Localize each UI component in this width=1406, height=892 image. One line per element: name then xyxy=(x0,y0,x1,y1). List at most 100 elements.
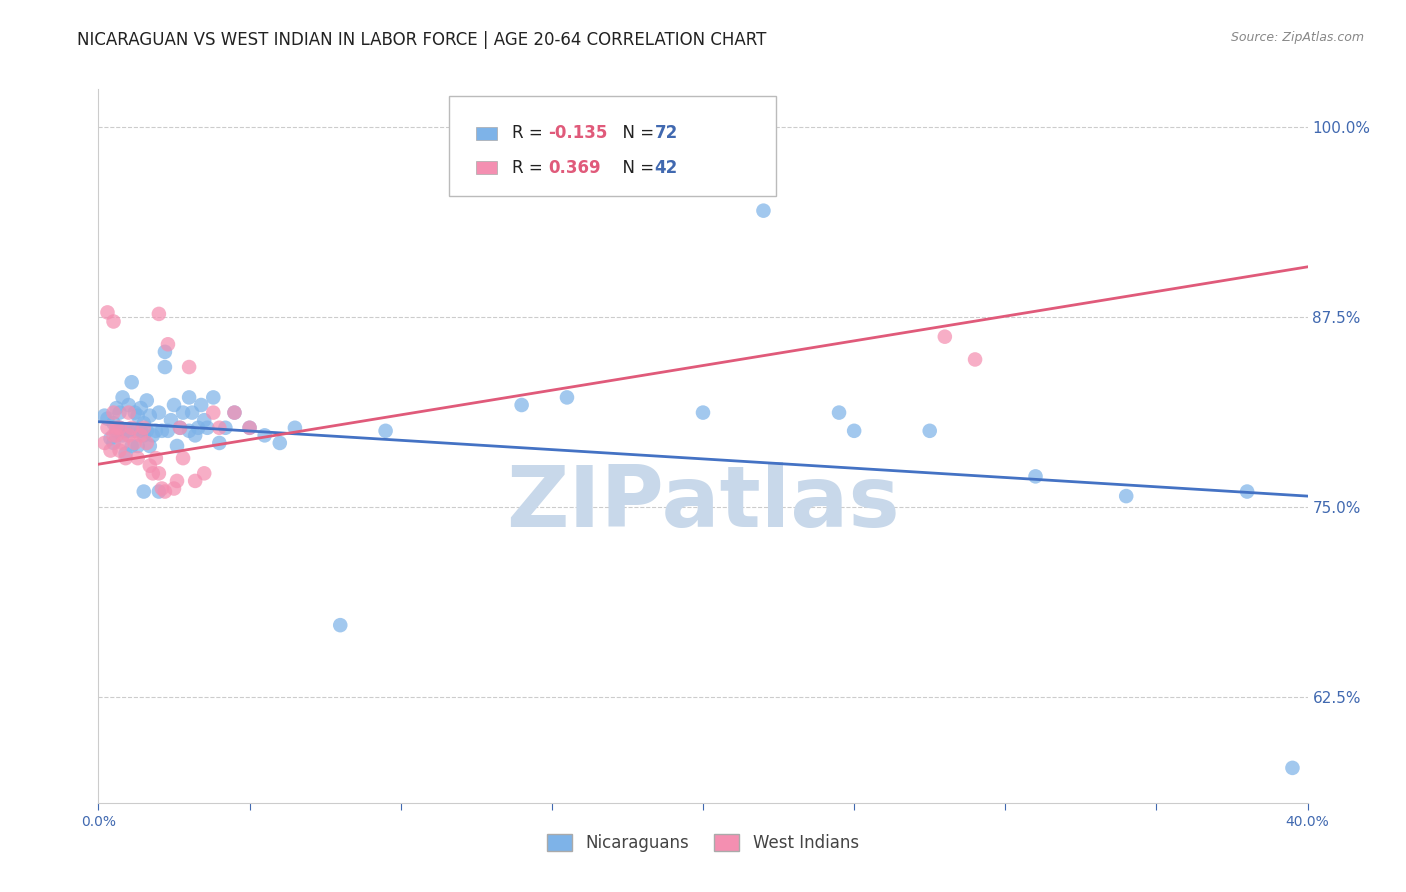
Point xyxy=(284,421,307,435)
Point xyxy=(692,406,714,420)
Point xyxy=(132,416,155,430)
Point xyxy=(172,406,194,420)
Text: NICARAGUAN VS WEST INDIAN IN LABOR FORCE | AGE 20-64 CORRELATION CHART: NICARAGUAN VS WEST INDIAN IN LABOR FORCE… xyxy=(77,31,766,49)
Point xyxy=(124,424,146,438)
Point xyxy=(114,451,136,466)
Point xyxy=(103,436,125,450)
Point xyxy=(208,436,231,450)
Point xyxy=(127,451,149,466)
Point xyxy=(253,428,276,442)
Point xyxy=(184,474,207,488)
Text: -0.135: -0.135 xyxy=(548,125,607,143)
Point xyxy=(135,436,157,450)
Point xyxy=(844,424,866,438)
Point xyxy=(160,413,183,427)
Point xyxy=(142,428,165,442)
Text: Source: ZipAtlas.com: Source: ZipAtlas.com xyxy=(1230,31,1364,45)
Point xyxy=(121,439,143,453)
Point xyxy=(166,474,188,488)
Point xyxy=(239,421,262,435)
Point xyxy=(934,329,956,343)
Point xyxy=(148,406,170,420)
FancyBboxPatch shape xyxy=(449,96,776,196)
Text: 42: 42 xyxy=(655,159,678,177)
Point xyxy=(374,424,396,438)
Point xyxy=(132,428,155,442)
Point xyxy=(96,305,118,319)
Point xyxy=(510,398,533,412)
Point xyxy=(118,424,141,438)
Point xyxy=(114,447,136,461)
Point xyxy=(129,424,152,438)
Point xyxy=(148,467,170,481)
Point xyxy=(224,406,246,420)
Point xyxy=(190,398,212,412)
Text: ZIPatlas: ZIPatlas xyxy=(506,461,900,545)
Point xyxy=(153,359,176,374)
Point xyxy=(181,406,204,420)
Text: R =: R = xyxy=(512,125,548,143)
Point xyxy=(142,467,165,481)
Point xyxy=(100,431,122,445)
Point xyxy=(1024,469,1046,483)
Point xyxy=(1236,484,1258,499)
Point xyxy=(214,421,236,435)
Point xyxy=(105,421,128,435)
Text: 0.369: 0.369 xyxy=(548,159,600,177)
Point xyxy=(118,406,141,420)
Point xyxy=(93,436,115,450)
Text: R =: R = xyxy=(512,159,548,177)
Point xyxy=(96,421,118,435)
Point xyxy=(108,421,131,435)
Point xyxy=(1281,761,1303,775)
Point xyxy=(163,398,186,412)
Point xyxy=(193,413,215,427)
Point xyxy=(555,391,578,405)
Point xyxy=(828,406,851,420)
Point xyxy=(1115,489,1137,503)
Point xyxy=(208,421,231,435)
Point xyxy=(329,618,352,632)
Point xyxy=(127,439,149,453)
Point xyxy=(108,406,131,420)
Point xyxy=(129,428,152,442)
Point xyxy=(179,359,201,374)
Point xyxy=(148,484,170,499)
Point xyxy=(124,406,146,420)
Point xyxy=(139,458,162,473)
Point xyxy=(105,424,128,438)
Point xyxy=(111,436,134,450)
Point xyxy=(124,436,146,450)
Point xyxy=(103,428,125,442)
Point xyxy=(108,421,131,435)
Text: 72: 72 xyxy=(655,125,678,143)
Point xyxy=(100,443,122,458)
Point xyxy=(195,421,218,435)
Point xyxy=(129,401,152,415)
Point xyxy=(139,409,162,423)
Point xyxy=(153,484,176,499)
Point xyxy=(111,391,134,405)
Point xyxy=(121,421,143,435)
Point xyxy=(105,401,128,415)
Point xyxy=(184,428,207,442)
Point xyxy=(132,484,155,499)
Point xyxy=(166,439,188,453)
Point xyxy=(179,424,201,438)
Point xyxy=(156,337,179,351)
Point xyxy=(187,421,209,435)
Point xyxy=(156,424,179,438)
Text: N =: N = xyxy=(613,125,659,143)
Point xyxy=(172,451,194,466)
FancyBboxPatch shape xyxy=(475,127,498,140)
Point xyxy=(118,428,141,442)
Point xyxy=(752,203,775,218)
Point xyxy=(918,424,941,438)
Point xyxy=(114,424,136,438)
Point xyxy=(103,416,125,430)
Legend: Nicaraguans, West Indians: Nicaraguans, West Indians xyxy=(540,827,866,859)
Point xyxy=(135,424,157,438)
Point xyxy=(135,393,157,408)
Point xyxy=(169,421,191,435)
Point xyxy=(145,424,167,438)
